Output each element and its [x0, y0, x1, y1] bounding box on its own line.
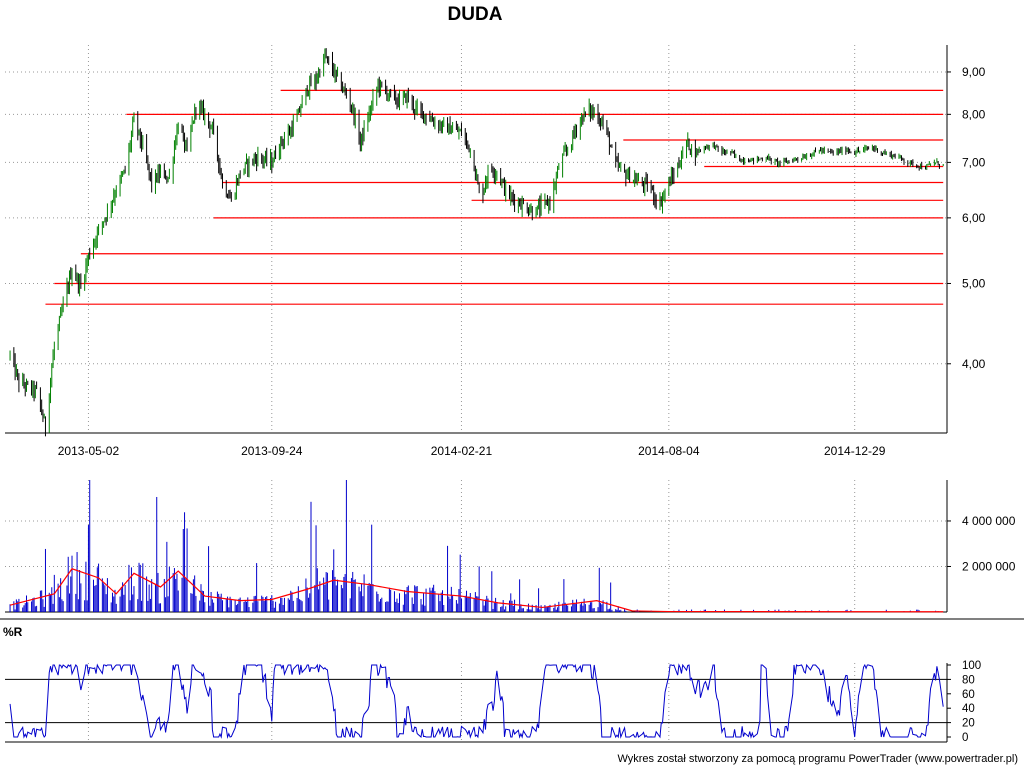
- footer-credit: Wykres został stworzony za pomocą progra…: [617, 753, 1018, 765]
- williams-r-y-tick-label: 0: [962, 732, 968, 744]
- x-tick-label: 2013-09-24: [241, 444, 303, 458]
- volume-y-ticks: 2 000 000 4 000 000: [962, 514, 1016, 574]
- price-y-tick-label: 5,00: [962, 276, 986, 290]
- williams-r-label: %R: [3, 625, 23, 639]
- price-y-tick-label: 6,00: [962, 211, 986, 225]
- price-panel: 4,00 5,00 6,00 7,00 8,00 9,00 2013-05-02…: [5, 45, 986, 458]
- x-tick-label: 2014-12-29: [824, 444, 886, 458]
- williams-r-series-line: [9, 663, 944, 739]
- x-tick-label: 2014-08-04: [638, 444, 700, 458]
- price-y-tick-label: 8,00: [962, 107, 986, 121]
- price-y-tick-label: 4,00: [962, 357, 986, 371]
- williams-r-y-ticks: 0 20 40 60 80 100: [962, 660, 981, 744]
- williams-r-line: [9, 663, 944, 739]
- williams-r-y-tick-label: 20: [962, 718, 975, 730]
- price-x-ticks: 2013-05-02 2013-09-24 2014-02-21 2014-08…: [58, 444, 886, 458]
- volume-panel: 2 000 000 4 000 000: [0, 480, 1024, 620]
- williams-r-y-tick-label: 100: [962, 660, 981, 672]
- volume-grid: [5, 480, 951, 612]
- williams-r-reference-lines: [5, 678, 947, 724]
- volume-y-tick-label: 2 000 000: [962, 559, 1016, 573]
- price-candles: [9, 48, 944, 437]
- volume-ma-line: [9, 568, 944, 613]
- chart-title: DUDA: [448, 4, 503, 25]
- price-y-ticks: 4,00 5,00 6,00 7,00 8,00 9,00: [962, 65, 986, 371]
- volume-moving-average: [9, 568, 944, 613]
- williams-r-y-tick-label: 80: [962, 674, 975, 686]
- x-tick-label: 2014-02-21: [431, 444, 493, 458]
- williams-r-grid: [87, 663, 951, 742]
- x-tick-label: 2013-05-02: [58, 444, 120, 458]
- williams-r-y-tick-label: 40: [962, 703, 975, 715]
- price-y-tick-label: 7,00: [962, 155, 986, 169]
- price-y-tick-label: 9,00: [962, 65, 986, 79]
- williams-r-panel: %R 0 20 40 60 80 100: [3, 625, 981, 744]
- williams-r-y-tick-label: 60: [962, 689, 975, 701]
- volume-y-tick-label: 4 000 000: [962, 514, 1016, 528]
